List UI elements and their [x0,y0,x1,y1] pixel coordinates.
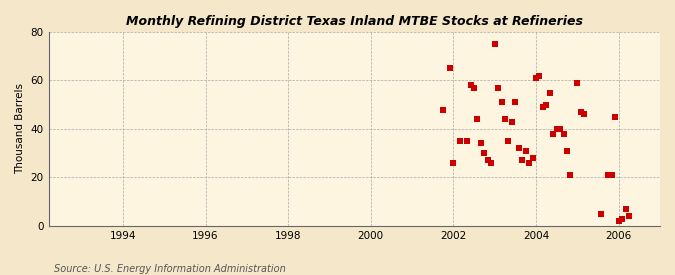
Point [551,127,562,131]
Point [620,207,631,211]
Point [483,158,493,163]
Point [531,76,541,80]
Point [468,86,479,90]
Point [445,66,456,70]
Point [558,131,569,136]
Point [541,103,551,107]
Point [616,216,627,221]
Point [472,117,483,122]
Point [507,119,518,124]
Point [527,156,538,160]
Point [603,173,614,177]
Point [479,151,490,155]
Point [493,86,504,90]
Point [437,107,448,112]
Point [624,214,634,218]
Point [476,141,487,146]
Point [596,211,607,216]
Point [465,83,476,87]
Point [562,148,572,153]
Point [548,131,559,136]
Point [572,81,583,85]
Y-axis label: Thousand Barrels: Thousand Barrels [15,83,25,174]
Point [534,73,545,78]
Point [555,127,566,131]
Point [520,148,531,153]
Point [462,139,472,143]
Point [610,115,621,119]
Point [448,161,459,165]
Point [510,100,521,104]
Point [455,139,466,143]
Point [517,158,528,163]
Point [614,219,624,223]
Text: Source: U.S. Energy Information Administration: Source: U.S. Energy Information Administ… [54,264,286,274]
Point [513,146,524,150]
Point [544,90,555,95]
Point [489,42,500,46]
Point [575,110,586,114]
Point [524,161,535,165]
Point [486,161,497,165]
Point [500,117,510,122]
Point [538,105,549,109]
Title: Monthly Refining District Texas Inland MTBE Stocks at Refineries: Monthly Refining District Texas Inland M… [126,15,583,28]
Point [496,100,507,104]
Point [503,139,514,143]
Point [565,173,576,177]
Point [579,112,590,117]
Point [606,173,617,177]
